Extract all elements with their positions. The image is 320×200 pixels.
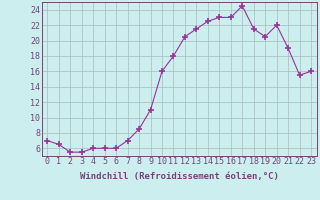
X-axis label: Windchill (Refroidissement éolien,°C): Windchill (Refroidissement éolien,°C) <box>80 172 279 181</box>
